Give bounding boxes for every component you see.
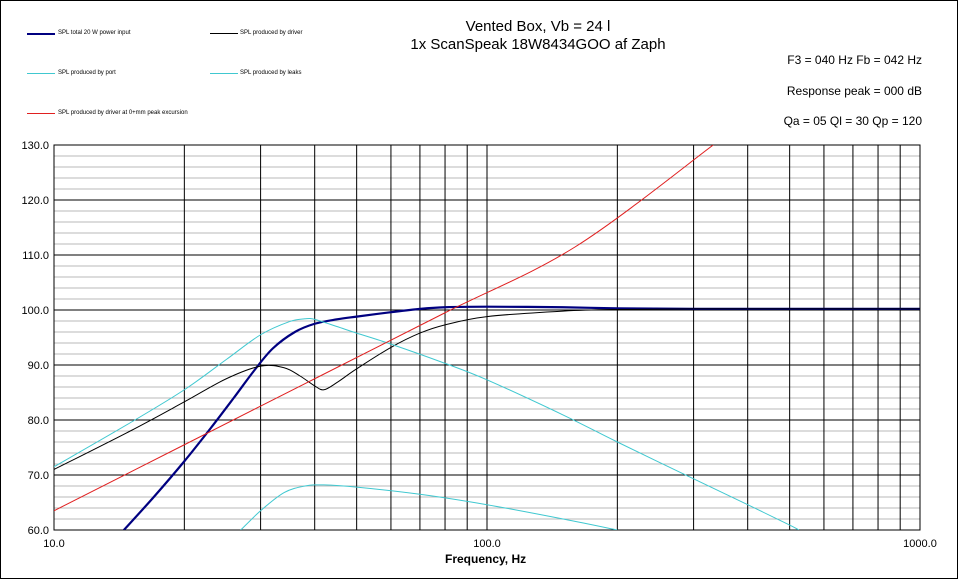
y-tick-label: 80.0 (28, 415, 49, 427)
annotation-q-values: Qa = 05 Ql = 30 Qp = 120 (783, 114, 922, 128)
annotation-response-peak: Response peak = 000 dB (786, 84, 922, 98)
legend-line-total (27, 33, 55, 35)
legend-label-excursion: SPL produced by driver at 0+mm peak excu… (58, 110, 188, 116)
series-line-4 (54, 145, 714, 512)
plot-border (53, 144, 921, 531)
legend-label-port: SPL produced by port (58, 70, 116, 76)
y-tick-label: 70.0 (28, 470, 49, 482)
chart-title: Vented Box, Vb = 24 l (465, 18, 611, 35)
legend-line-excursion (27, 113, 55, 114)
annotation-f3-fb: F3 = 040 Hz Fb = 042 Hz (787, 53, 922, 67)
series-line-1 (54, 308, 920, 470)
x-tick-label: 10.0 (43, 538, 64, 550)
y-tick-label: 90.0 (28, 360, 49, 372)
series-line-2 (54, 317, 800, 530)
x-tick-label: 1000.0 (903, 538, 937, 550)
legend-line-port (27, 73, 55, 74)
series-line-0 (123, 305, 920, 530)
legend-label-driver: SPL produced by driver (240, 30, 303, 36)
legend-label-leaks: SPL produced by leaks (240, 70, 302, 76)
chart-subtitle: 1x ScanSpeak 18W8434GOO af Zaph (410, 36, 666, 53)
x-axis-label: Frequency, Hz (445, 552, 527, 566)
legend-label-total: SPL total 20 W power input (58, 30, 131, 36)
y-tick-label: 120.0 (21, 195, 49, 207)
y-tick-label: 130.0 (21, 140, 49, 152)
series-line-3 (240, 484, 618, 530)
legend-line-leaks (210, 73, 238, 74)
y-tick-label: 110.0 (22, 250, 49, 262)
x-tick-label: 100.0 (473, 538, 501, 550)
y-tick-label: 60.0 (28, 525, 49, 537)
y-tick-label: 100.0 (21, 305, 49, 317)
legend-line-driver (210, 33, 238, 34)
